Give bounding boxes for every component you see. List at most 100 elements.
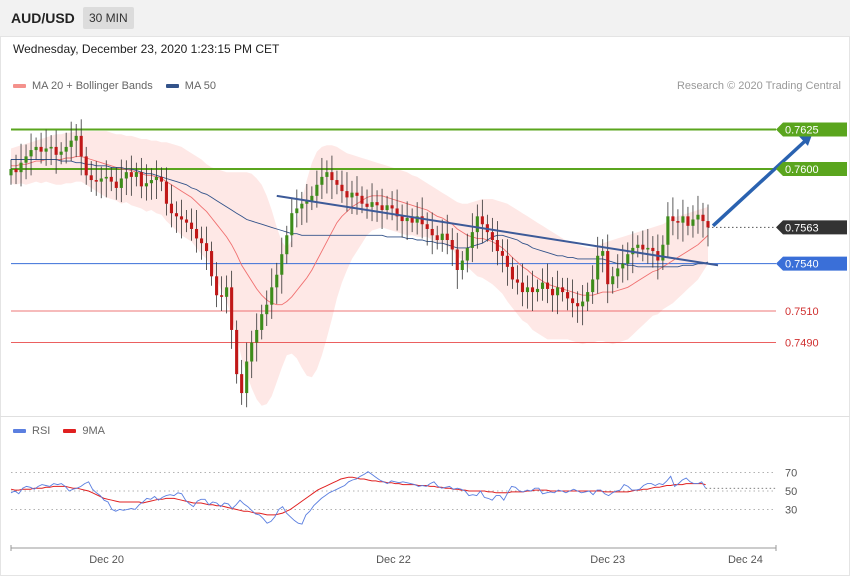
candle-body <box>616 268 620 277</box>
candle-body <box>696 214 700 220</box>
candle-body <box>586 292 590 302</box>
level-label-0.7625-badge <box>776 122 847 137</box>
candle-body <box>505 255 509 267</box>
candle-body <box>646 247 650 250</box>
candle-body <box>19 162 23 173</box>
candle-body <box>24 156 28 163</box>
level-label-0.7540-badge <box>776 256 847 271</box>
candle-body <box>591 279 595 293</box>
candle-body <box>686 216 690 226</box>
rsi-legend-label: RSI <box>32 425 51 437</box>
candle-body <box>59 151 63 155</box>
candle-body <box>54 146 58 155</box>
rsi-legend: RSI 9MA <box>13 425 105 437</box>
candle-body <box>325 172 329 177</box>
candle-body <box>245 361 249 394</box>
candle-body <box>189 222 194 229</box>
candle-body <box>671 216 675 222</box>
candle-body <box>129 172 133 177</box>
rsi-legend-swatch <box>13 429 26 433</box>
candle-body <box>621 263 625 269</box>
candle-body <box>210 251 214 277</box>
ma9-legend-label: 9MA <box>82 425 105 437</box>
candle-body <box>49 146 53 149</box>
candle-body <box>265 304 269 315</box>
candle-body <box>651 247 655 252</box>
bollinger-band <box>11 131 708 406</box>
candle-body <box>270 287 274 305</box>
candle-body <box>540 282 545 289</box>
candle-body <box>400 216 404 222</box>
candle-body <box>475 216 479 233</box>
candle-body <box>285 235 289 255</box>
rsi-level-label-70: 70 <box>785 468 797 480</box>
candle-body <box>701 214 705 222</box>
candle-body <box>525 287 530 293</box>
candle-body <box>420 216 424 225</box>
chart-datetime: Wednesday, December 23, 2020 1:23:15 PM … <box>13 42 280 56</box>
candle-body <box>480 216 484 225</box>
rsi-line <box>10 471 706 525</box>
candle-body <box>235 329 239 375</box>
symbol-title: AUD/USD <box>11 10 75 26</box>
candle-body <box>144 183 148 187</box>
candle-body <box>134 172 138 177</box>
candle-body <box>345 191 349 198</box>
candle-body <box>490 232 494 241</box>
candle-body <box>184 219 189 223</box>
candle-body <box>139 172 143 187</box>
candle-body <box>556 287 560 296</box>
candle-body <box>571 298 575 304</box>
candle-body <box>74 135 78 141</box>
candle-body <box>676 221 680 223</box>
candle-body <box>601 251 605 256</box>
candle-body <box>104 176 108 179</box>
candle-body <box>455 249 459 270</box>
candle-body <box>430 228 434 236</box>
x-tick-label: Dec 20 <box>89 554 124 566</box>
trend-line <box>276 194 719 267</box>
candle-body <box>14 169 18 173</box>
candle-body <box>335 180 339 185</box>
candle-body <box>530 287 535 293</box>
candle-body <box>39 146 43 152</box>
level-label-0.7490: 0.7490 <box>785 338 819 350</box>
level-label-0.7625: 0.7625 <box>785 125 819 137</box>
candle-body <box>691 219 695 226</box>
candle-body <box>576 303 580 307</box>
candle-body <box>164 181 169 204</box>
ma50-legend-label: MA 50 <box>184 80 216 92</box>
level-label-0.7600-badge <box>776 162 847 177</box>
ma50-line <box>11 159 709 268</box>
ma50-legend-swatch <box>165 84 179 88</box>
timeframe-button[interactable]: 30 MIN <box>83 7 134 29</box>
credit-text: Research © 2020 Trading Central <box>676 80 841 92</box>
candle-body <box>596 255 600 280</box>
level-label-0.7600: 0.7600 <box>785 164 819 176</box>
x-tick-label: Dec 24 <box>728 554 763 566</box>
candle-body <box>295 208 299 214</box>
candle-body <box>225 287 229 297</box>
candle-body <box>385 205 389 211</box>
candle-body <box>515 279 520 283</box>
candle-body <box>370 202 374 207</box>
candle-body <box>581 301 585 307</box>
level-label-0.7563-badge <box>776 220 847 235</box>
candle-body <box>706 221 710 228</box>
main-legend: MA 20 + Bollinger Bands MA 50 <box>13 80 216 92</box>
candle-body <box>445 233 449 241</box>
rsi-level-label-30: 30 <box>785 504 797 516</box>
candle-body <box>174 213 179 217</box>
candle-body <box>641 244 645 250</box>
candle-body <box>84 156 88 176</box>
candle-body <box>626 254 630 264</box>
candle-body <box>550 288 555 296</box>
candle-body <box>661 244 665 261</box>
candle-body <box>89 175 93 181</box>
candle-body <box>450 240 454 250</box>
candle-body <box>154 176 158 181</box>
candle-body <box>355 192 359 196</box>
candle-body <box>300 203 304 209</box>
candle-body <box>29 150 33 157</box>
